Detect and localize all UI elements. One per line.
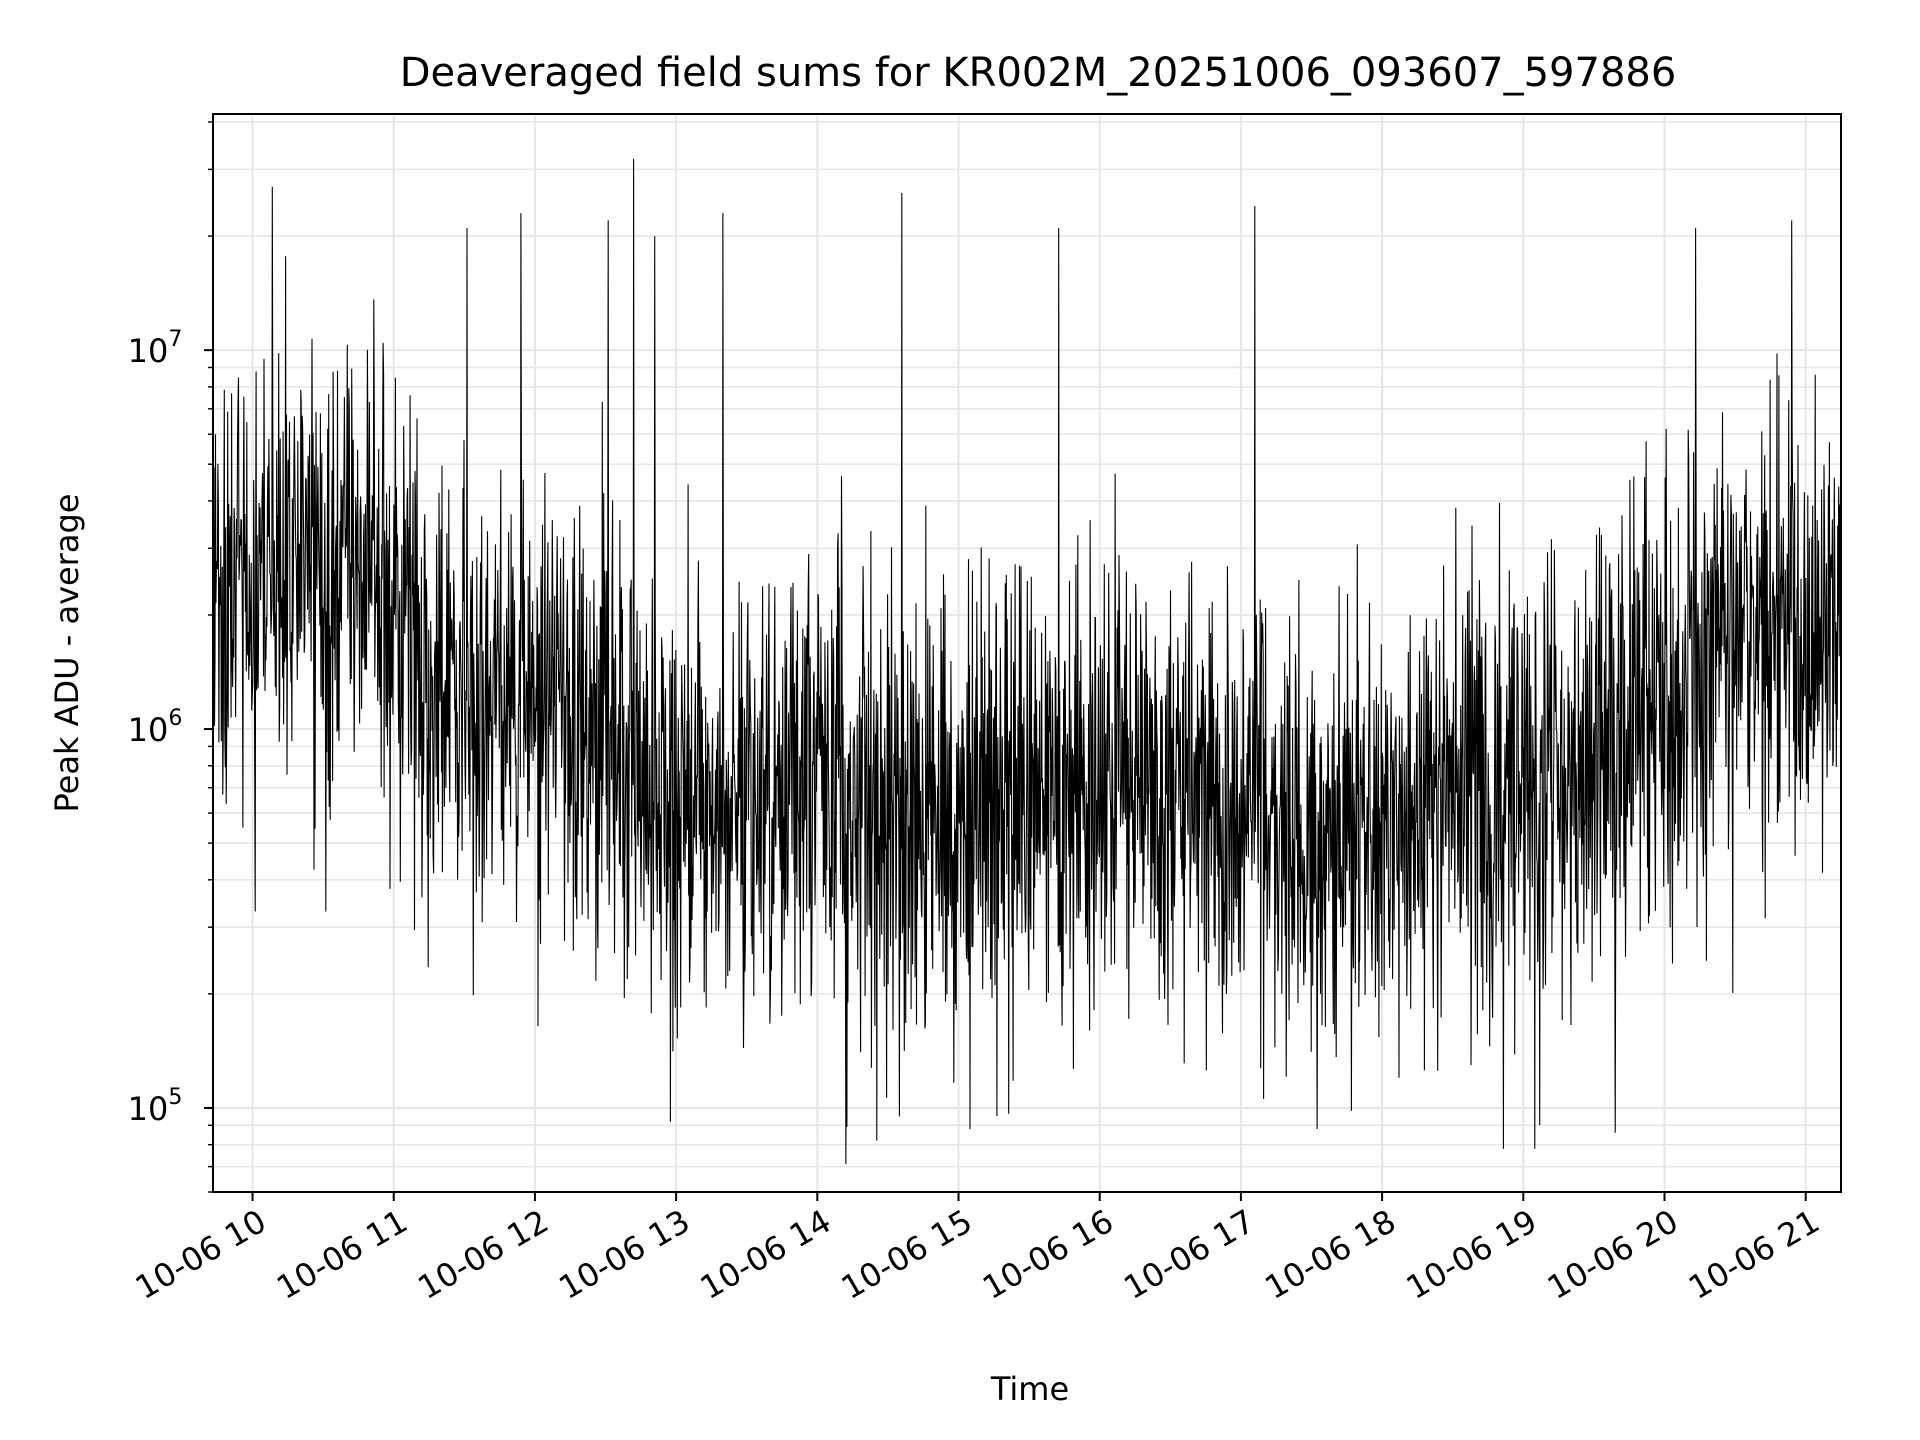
y-tick-label: 105 bbox=[128, 1085, 183, 1128]
x-axis-label: Time bbox=[990, 1370, 1069, 1408]
y-tick-label: 107 bbox=[128, 327, 183, 370]
y-axis-minor-ticks bbox=[208, 121, 213, 1193]
y-axis-ticks: 105 106 107 bbox=[128, 327, 213, 1128]
plot-area-frame bbox=[212, 113, 1842, 1193]
chart-title: Deaveraged field sums for KR002M_2025100… bbox=[400, 50, 1677, 96]
y-axis-label: Peak ADU - average bbox=[48, 494, 86, 813]
y-tick-label: 106 bbox=[128, 706, 183, 749]
series-line bbox=[213, 158, 1841, 1165]
